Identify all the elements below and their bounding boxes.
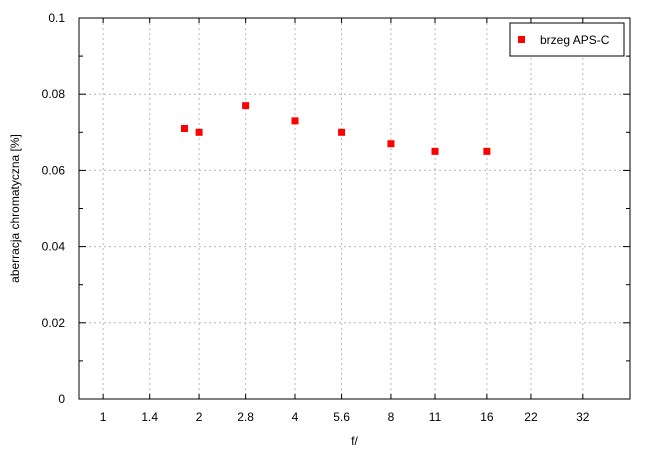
y-tick-label: 0.08 (42, 87, 66, 101)
y-tick-label: 0.06 (42, 163, 66, 177)
data-point (387, 140, 395, 148)
x-tick-label: 16 (480, 410, 494, 424)
legend-box (509, 22, 625, 57)
data-point (195, 128, 203, 136)
data-point (483, 147, 491, 155)
legend: brzeg APS-C (509, 22, 625, 57)
data-point (431, 147, 439, 155)
y-tick-label: 0 (58, 392, 65, 406)
legend-marker (518, 36, 525, 43)
x-tick-label: 2.8 (237, 410, 254, 424)
x-tick-label: 1 (100, 410, 107, 424)
data-points (180, 102, 491, 155)
x-tick-label: 11 (429, 410, 442, 424)
y-tick-label: 0.1 (48, 11, 65, 25)
x-tick-label: 2 (196, 410, 203, 424)
data-point (291, 117, 299, 125)
y-axis-label: aberracja chromatyczna [%] (8, 134, 22, 283)
x-tick-label: 5.6 (333, 410, 350, 424)
data-point (242, 102, 250, 110)
y-tick-label: 0.04 (42, 240, 66, 254)
x-axis-label: f/ (351, 434, 358, 448)
y-tick-label: 0.02 (42, 316, 66, 330)
data-point (338, 128, 346, 136)
x-tick-label: 32 (576, 410, 590, 424)
data-point (180, 124, 188, 132)
x-tick-label: 22 (524, 410, 538, 424)
plot-frame (78, 17, 631, 400)
x-tick-label: 1.4 (141, 410, 158, 424)
legend-label: brzeg APS-C (540, 33, 610, 47)
x-tick-label: 8 (388, 410, 395, 424)
grid (79, 18, 630, 399)
x-tick-label: 4 (292, 410, 299, 424)
axes: 1 1.4 2 2.8 4 5.6 8 11 16 22 32 0 0.02 0.04 0.06 0.08 0.… (42, 11, 631, 424)
